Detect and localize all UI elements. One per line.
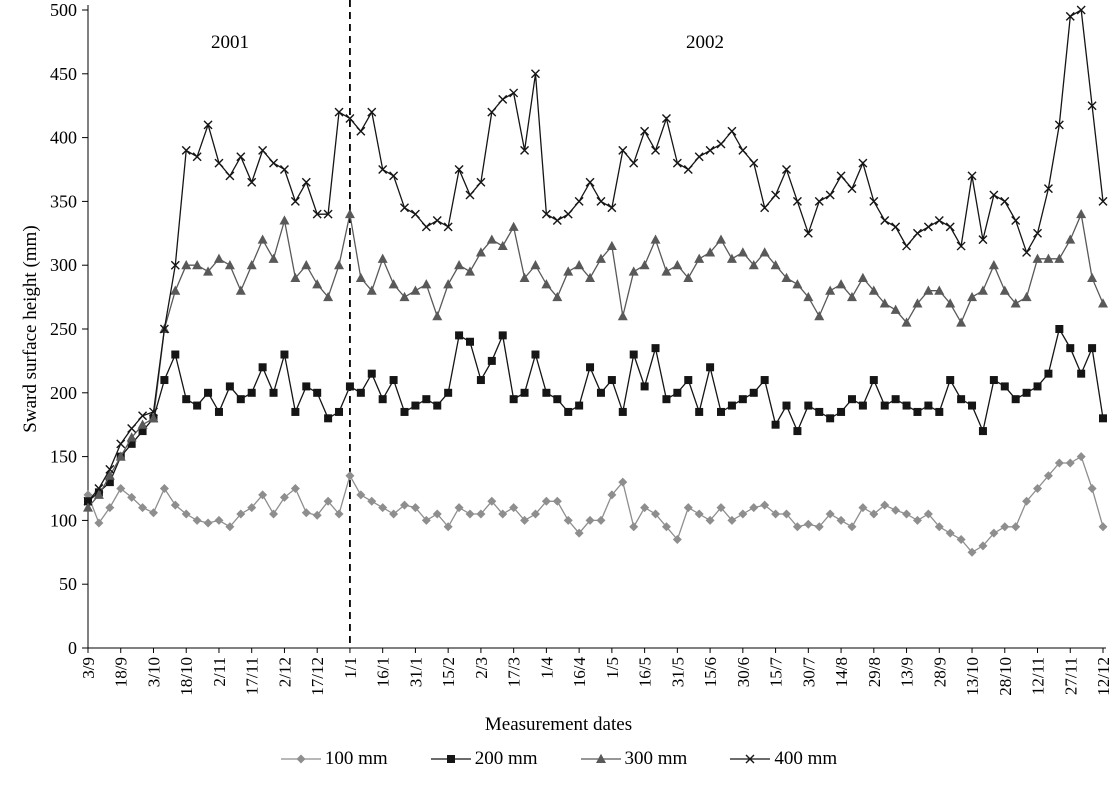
- legend-label: 200 mm: [474, 748, 538, 769]
- x-axis: 3/9 18/9 3/10 18/10 2/11 17/11 2/12 17/12 1/1 16/…: [79, 648, 1113, 696]
- y-axis-title: Sward surface height (mm): [20, 225, 41, 433]
- diamond-marker-icon: [280, 754, 321, 764]
- legend-label: 400 mm: [774, 748, 838, 769]
- svg-text:3/9: 3/9: [79, 657, 98, 679]
- legend-item-400-mm: 400 mm: [729, 748, 837, 770]
- series-400-mm: [83, 5, 1108, 506]
- series-100-mm: [83, 452, 1108, 557]
- year-label-left: 2001: [211, 32, 249, 53]
- legend-item-300-mm: 300 mm: [580, 748, 688, 770]
- svg-text:28/10: 28/10: [996, 657, 1015, 696]
- svg-text:17/3: 17/3: [505, 657, 524, 687]
- svg-text:50: 50: [59, 574, 77, 594]
- x-axis-title: Measurement dates: [484, 714, 633, 735]
- legend-label: 100 mm: [324, 748, 388, 769]
- svg-text:15/7: 15/7: [767, 657, 786, 688]
- svg-text:15/2: 15/2: [439, 657, 458, 687]
- svg-text:13/10: 13/10: [963, 657, 982, 696]
- legend-item-200-mm: 200 mm: [430, 748, 538, 770]
- y-axis: 0 50 100 150 200 250 300 350 400 450 500: [50, 0, 88, 658]
- svg-text:30/6: 30/6: [734, 657, 753, 687]
- svg-text:1/1: 1/1: [341, 657, 360, 679]
- svg-text:350: 350: [50, 191, 77, 211]
- svg-text:500: 500: [50, 0, 77, 20]
- svg-text:0: 0: [68, 638, 77, 658]
- svg-text:2/3: 2/3: [472, 657, 491, 679]
- svg-text:16/4: 16/4: [570, 657, 589, 688]
- svg-text:16/1: 16/1: [374, 657, 393, 687]
- svg-text:400: 400: [50, 128, 77, 148]
- legend-item-100-mm: 100 mm: [280, 748, 388, 770]
- axes: [87, 5, 1106, 649]
- svg-text:31/5: 31/5: [668, 657, 687, 687]
- svg-text:150: 150: [50, 447, 77, 467]
- svg-text:17/11: 17/11: [243, 657, 262, 695]
- svg-text:300: 300: [50, 255, 77, 275]
- x-marker-icon: [730, 754, 771, 764]
- svg-text:27/11: 27/11: [1061, 657, 1080, 695]
- svg-text:29/8: 29/8: [865, 657, 884, 687]
- svg-text:12/11: 12/11: [1029, 657, 1048, 695]
- svg-text:450: 450: [50, 64, 77, 84]
- series-300-mm: [83, 208, 1108, 512]
- svg-text:15/6: 15/6: [701, 657, 720, 687]
- svg-text:18/9: 18/9: [112, 657, 131, 687]
- svg-text:30/7: 30/7: [799, 657, 818, 688]
- svg-text:28/9: 28/9: [930, 657, 949, 687]
- svg-text:3/10: 3/10: [144, 657, 163, 687]
- square-marker-icon: [430, 755, 471, 763]
- svg-text:2/11: 2/11: [210, 657, 229, 687]
- legend: 100 mm 200 mm 300 mm 400 mm: [0, 748, 1117, 770]
- legend-label: 300 mm: [624, 748, 688, 769]
- svg-text:250: 250: [50, 319, 77, 339]
- svg-text:17/12: 17/12: [308, 657, 327, 696]
- year-label-right: 2002: [686, 32, 724, 53]
- svg-text:31/1: 31/1: [406, 657, 425, 687]
- series-200-mm: [84, 325, 1107, 506]
- svg-text:200: 200: [50, 383, 77, 403]
- svg-text:13/9: 13/9: [898, 657, 917, 687]
- svg-text:18/10: 18/10: [177, 657, 196, 696]
- svg-text:16/5: 16/5: [636, 657, 655, 687]
- triangle-marker-icon: [580, 753, 621, 763]
- svg-text:1/5: 1/5: [603, 657, 622, 679]
- svg-text:100: 100: [50, 510, 77, 530]
- svg-text:12/12: 12/12: [1094, 657, 1113, 696]
- svg-text:1/4: 1/4: [537, 657, 556, 679]
- svg-text:14/8: 14/8: [832, 657, 851, 687]
- svg-text:2/12: 2/12: [275, 657, 294, 687]
